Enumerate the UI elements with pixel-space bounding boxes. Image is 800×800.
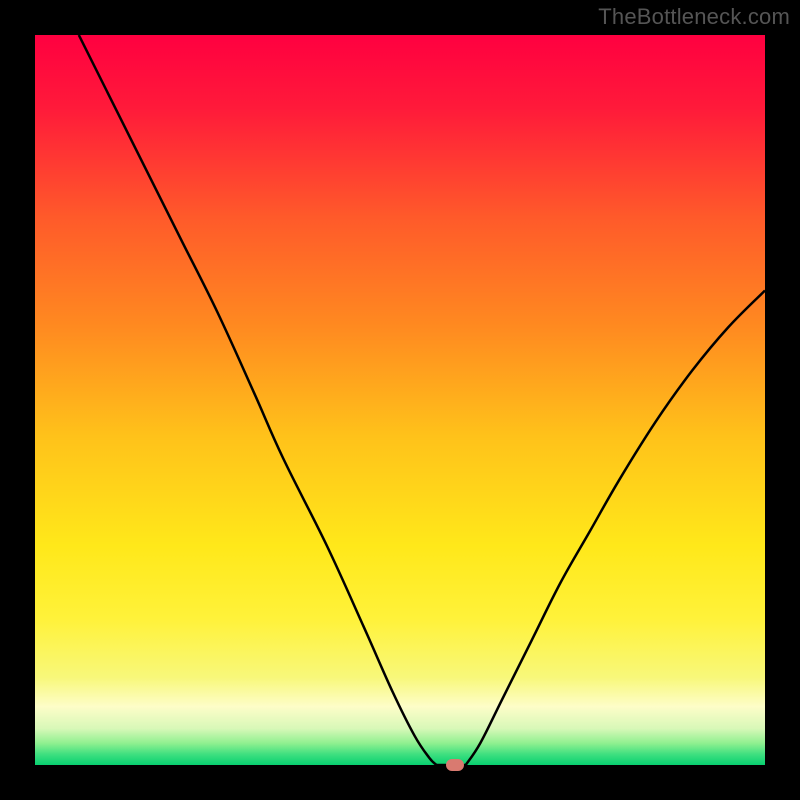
watermark-text: TheBottleneck.com [598, 4, 790, 30]
bottleneck-curve [35, 35, 765, 765]
chart-container: TheBottleneck.com [0, 0, 800, 800]
plot-area [35, 35, 765, 765]
optimal-point-marker [446, 759, 464, 771]
